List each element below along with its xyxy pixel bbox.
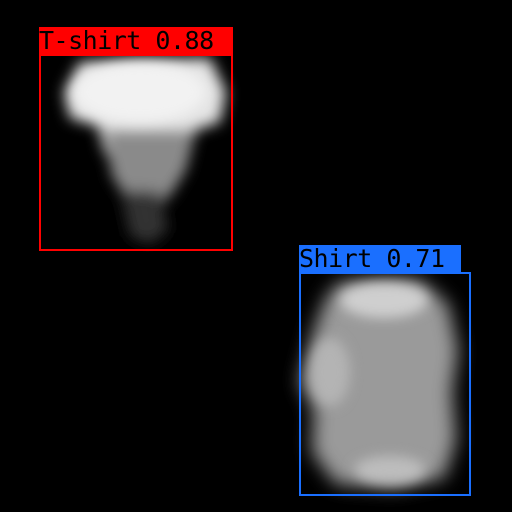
shirt-bounding-box <box>299 272 471 496</box>
tshirt-label-name: T-shirt <box>39 27 141 55</box>
tshirt-bounding-box <box>39 54 233 251</box>
shirt-label: Shirt 0.71 <box>299 245 461 273</box>
shirt-label-score: 0.71 <box>386 245 445 273</box>
tshirt-label-score: 0.88 <box>155 27 214 55</box>
shirt-label-name: Shirt <box>299 245 372 273</box>
tshirt-label: T-shirt 0.88 <box>39 27 233 55</box>
